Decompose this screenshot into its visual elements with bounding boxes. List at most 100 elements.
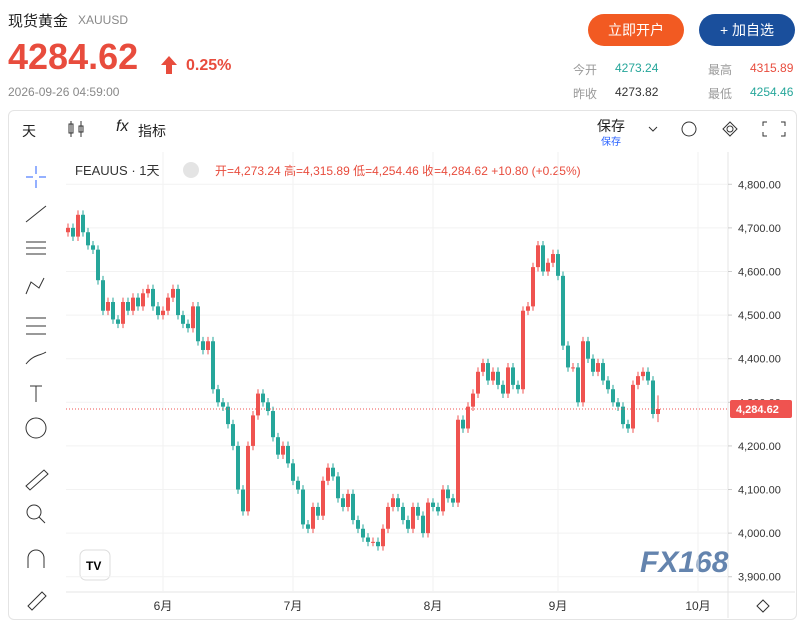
candle-body: [451, 498, 455, 503]
up-arrow: [161, 56, 177, 74]
candle-body: [506, 367, 510, 394]
candle-body: [221, 402, 225, 407]
candle-body: [526, 306, 530, 311]
candle-body: [546, 262, 550, 272]
candle-body: [406, 520, 410, 529]
candle-body: [496, 371, 500, 385]
candle-body: [651, 380, 655, 414]
candle-type-icon[interactable]: [66, 118, 86, 140]
candle-body: [196, 306, 200, 342]
candle-body: [146, 288, 150, 294]
y-tick-label: 4,000.00: [738, 528, 781, 540]
candle-body: [321, 480, 325, 516]
stat-label: 昨收: [573, 87, 598, 101]
asset-name: 现货黄金: [8, 13, 69, 30]
drawing-toolbar[interactable]: [10, 150, 62, 616]
candle-body: [601, 363, 605, 381]
candle-body: [606, 380, 610, 390]
add-watch-button[interactable]: + 加自选: [699, 14, 795, 46]
candle-body: [476, 371, 480, 394]
candle-body: [361, 528, 365, 538]
candle-body: [166, 297, 170, 311]
stat-label: 今开: [573, 63, 598, 77]
candle-body: [301, 489, 305, 525]
y-tick-label: 4,800.00: [738, 179, 781, 191]
indicators-button[interactable]: 指标: [138, 123, 166, 139]
candle-body: [286, 445, 290, 464]
candle-body: [106, 302, 110, 311]
collapse-button[interactable]: [183, 162, 199, 178]
candle-body: [571, 367, 575, 369]
candle-body: [66, 227, 70, 233]
candle-body: [411, 506, 415, 529]
candle-body: [591, 358, 595, 372]
chart-title: FEAUUS · 1天: [75, 163, 160, 178]
candle-body: [201, 341, 205, 350]
candle-body: [586, 341, 590, 359]
candle-body: [331, 467, 335, 477]
tv-logo-text: TV: [86, 559, 101, 573]
fx-icon[interactable]: fx: [116, 118, 129, 135]
candle-body: [536, 245, 540, 268]
candle-body: [306, 524, 310, 529]
candle-body: [561, 275, 565, 346]
candle-body: [621, 406, 625, 425]
candle-body: [316, 506, 320, 516]
x-tick-label: 9月: [549, 599, 568, 613]
candle-body: [91, 245, 95, 250]
candle-body: [86, 232, 90, 246]
candle-body: [656, 409, 660, 414]
candle-body: [256, 393, 260, 416]
candle-body: [541, 245, 545, 272]
candle-body: [466, 406, 470, 429]
candle-body: [636, 376, 640, 385]
candle-body: [556, 254, 560, 276]
open-account-button[interactable]: 立即开户: [588, 14, 684, 46]
candle-body: [356, 520, 360, 529]
candle-body: [426, 502, 430, 534]
interval-button[interactable]: 天: [22, 123, 36, 139]
candle-body: [266, 402, 270, 412]
candle-body: [76, 214, 80, 237]
candle-body: [446, 489, 450, 499]
candle-body: [341, 498, 345, 507]
candle-body: [531, 267, 535, 307]
candle-body: [291, 463, 295, 481]
candle-body: [206, 341, 210, 350]
candle-body: [126, 302, 130, 311]
stat-value: 4273.24: [615, 61, 659, 75]
candle-body: [441, 489, 445, 512]
x-tick-label: 6月: [154, 599, 173, 613]
last-price-label: 4,284.62: [736, 404, 779, 416]
candle-body: [326, 467, 330, 481]
save-button[interactable]: 保存: [597, 118, 625, 134]
candle-body: [376, 541, 380, 547]
candle-body: [516, 384, 520, 390]
candle-body: [391, 498, 395, 507]
candle-body: [116, 319, 120, 324]
candle-body: [346, 493, 350, 507]
candle-body: [431, 502, 435, 507]
candle-body: [131, 297, 135, 311]
candle-body: [456, 419, 460, 503]
candle-body: [211, 341, 215, 390]
settings-icon[interactable]: [756, 599, 770, 613]
candle-body: [246, 445, 250, 512]
candle-body: [251, 415, 255, 446]
y-tick-label: 4,700.00: [738, 223, 781, 235]
candle-body: [386, 506, 390, 529]
candle-body: [141, 293, 145, 307]
candle-body: [181, 315, 185, 324]
candle-body: [216, 389, 220, 403]
candle-body: [576, 367, 580, 403]
candle-body: [96, 249, 100, 281]
candle-body: [271, 411, 275, 438]
candle-body: [176, 288, 180, 316]
change: 0.25%: [186, 57, 232, 74]
candle-body: [416, 506, 420, 516]
candle-body: [81, 214, 85, 233]
x-tick-label: 7月: [284, 599, 303, 613]
toolbar-icons[interactable]: [645, 118, 795, 140]
x-tick-label: 8月: [424, 599, 443, 613]
